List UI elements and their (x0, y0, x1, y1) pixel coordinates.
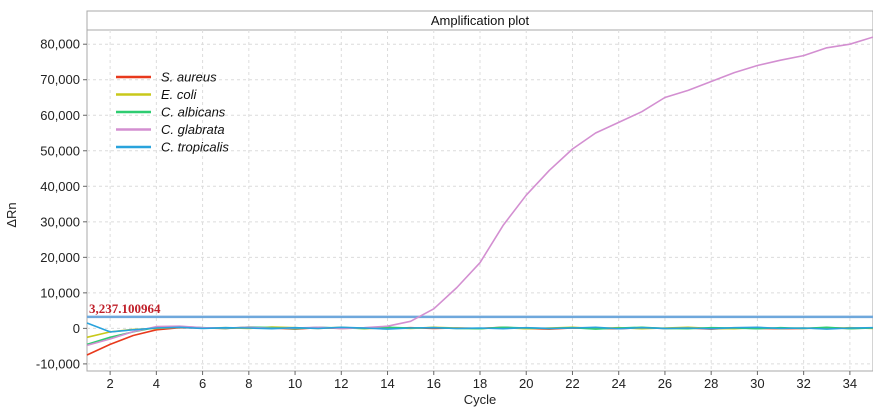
x-tick-label: 8 (245, 376, 252, 391)
legend-label: C. albicans (161, 105, 226, 120)
y-tick-label: 70,000 (40, 72, 80, 87)
y-tick-label: 10,000 (40, 285, 80, 300)
legend-label: E. coli (161, 87, 198, 102)
series-line (86, 322, 873, 333)
legend-label: C. glabrata (161, 122, 225, 137)
legend: S. aureus E. coli C. albicans C. glabrata C.… (116, 70, 229, 155)
x-tick-label: 4 (153, 376, 160, 391)
x-tick-label: 28 (704, 376, 718, 391)
threshold-label: 3,237.100964 (89, 301, 161, 316)
x-tick-label: 24 (611, 376, 625, 391)
chart-title: Amplification plot (431, 13, 530, 28)
x-axis-label: Cycle (464, 392, 497, 407)
y-axis-ticks: -10,000 0 10,000 20,000 30,000 40,000 50,000 60… (36, 37, 87, 371)
x-tick-label: 26 (658, 376, 672, 391)
x-tick-label: 6 (199, 376, 206, 391)
series-layer (86, 36, 873, 356)
x-tick-label: 12 (334, 376, 348, 391)
x-tick-label: 32 (796, 376, 810, 391)
x-tick-label: 14 (380, 376, 394, 391)
y-tick-label: 20,000 (40, 250, 80, 265)
y-tick-label: -10,000 (36, 356, 80, 371)
x-tick-label: 22 (565, 376, 579, 391)
y-tick-label: 80,000 (40, 37, 80, 52)
y-tick-label: 50,000 (40, 143, 80, 158)
gridlines (87, 30, 873, 371)
x-tick-label: 10 (288, 376, 302, 391)
legend-label: S. aureus (161, 70, 217, 85)
x-tick-label: 18 (473, 376, 487, 391)
x-tick-label: 2 (107, 376, 114, 391)
legend-label: C. tropicalis (161, 140, 229, 155)
x-axis-ticks: 2 4 6 8 10 12 14 16 18 20 22 24 26 28 30 32 34 (107, 371, 857, 391)
x-tick-label: 20 (519, 376, 533, 391)
y-tick-label: 30,000 (40, 214, 80, 229)
x-tick-label: 30 (750, 376, 764, 391)
y-axis-label: ΔRn (4, 202, 19, 227)
y-tick-label: 0 (73, 321, 80, 336)
y-tick-label: 40,000 (40, 179, 80, 194)
x-tick-label: 16 (427, 376, 441, 391)
x-tick-label: 34 (843, 376, 857, 391)
y-tick-label: 60,000 (40, 108, 80, 123)
